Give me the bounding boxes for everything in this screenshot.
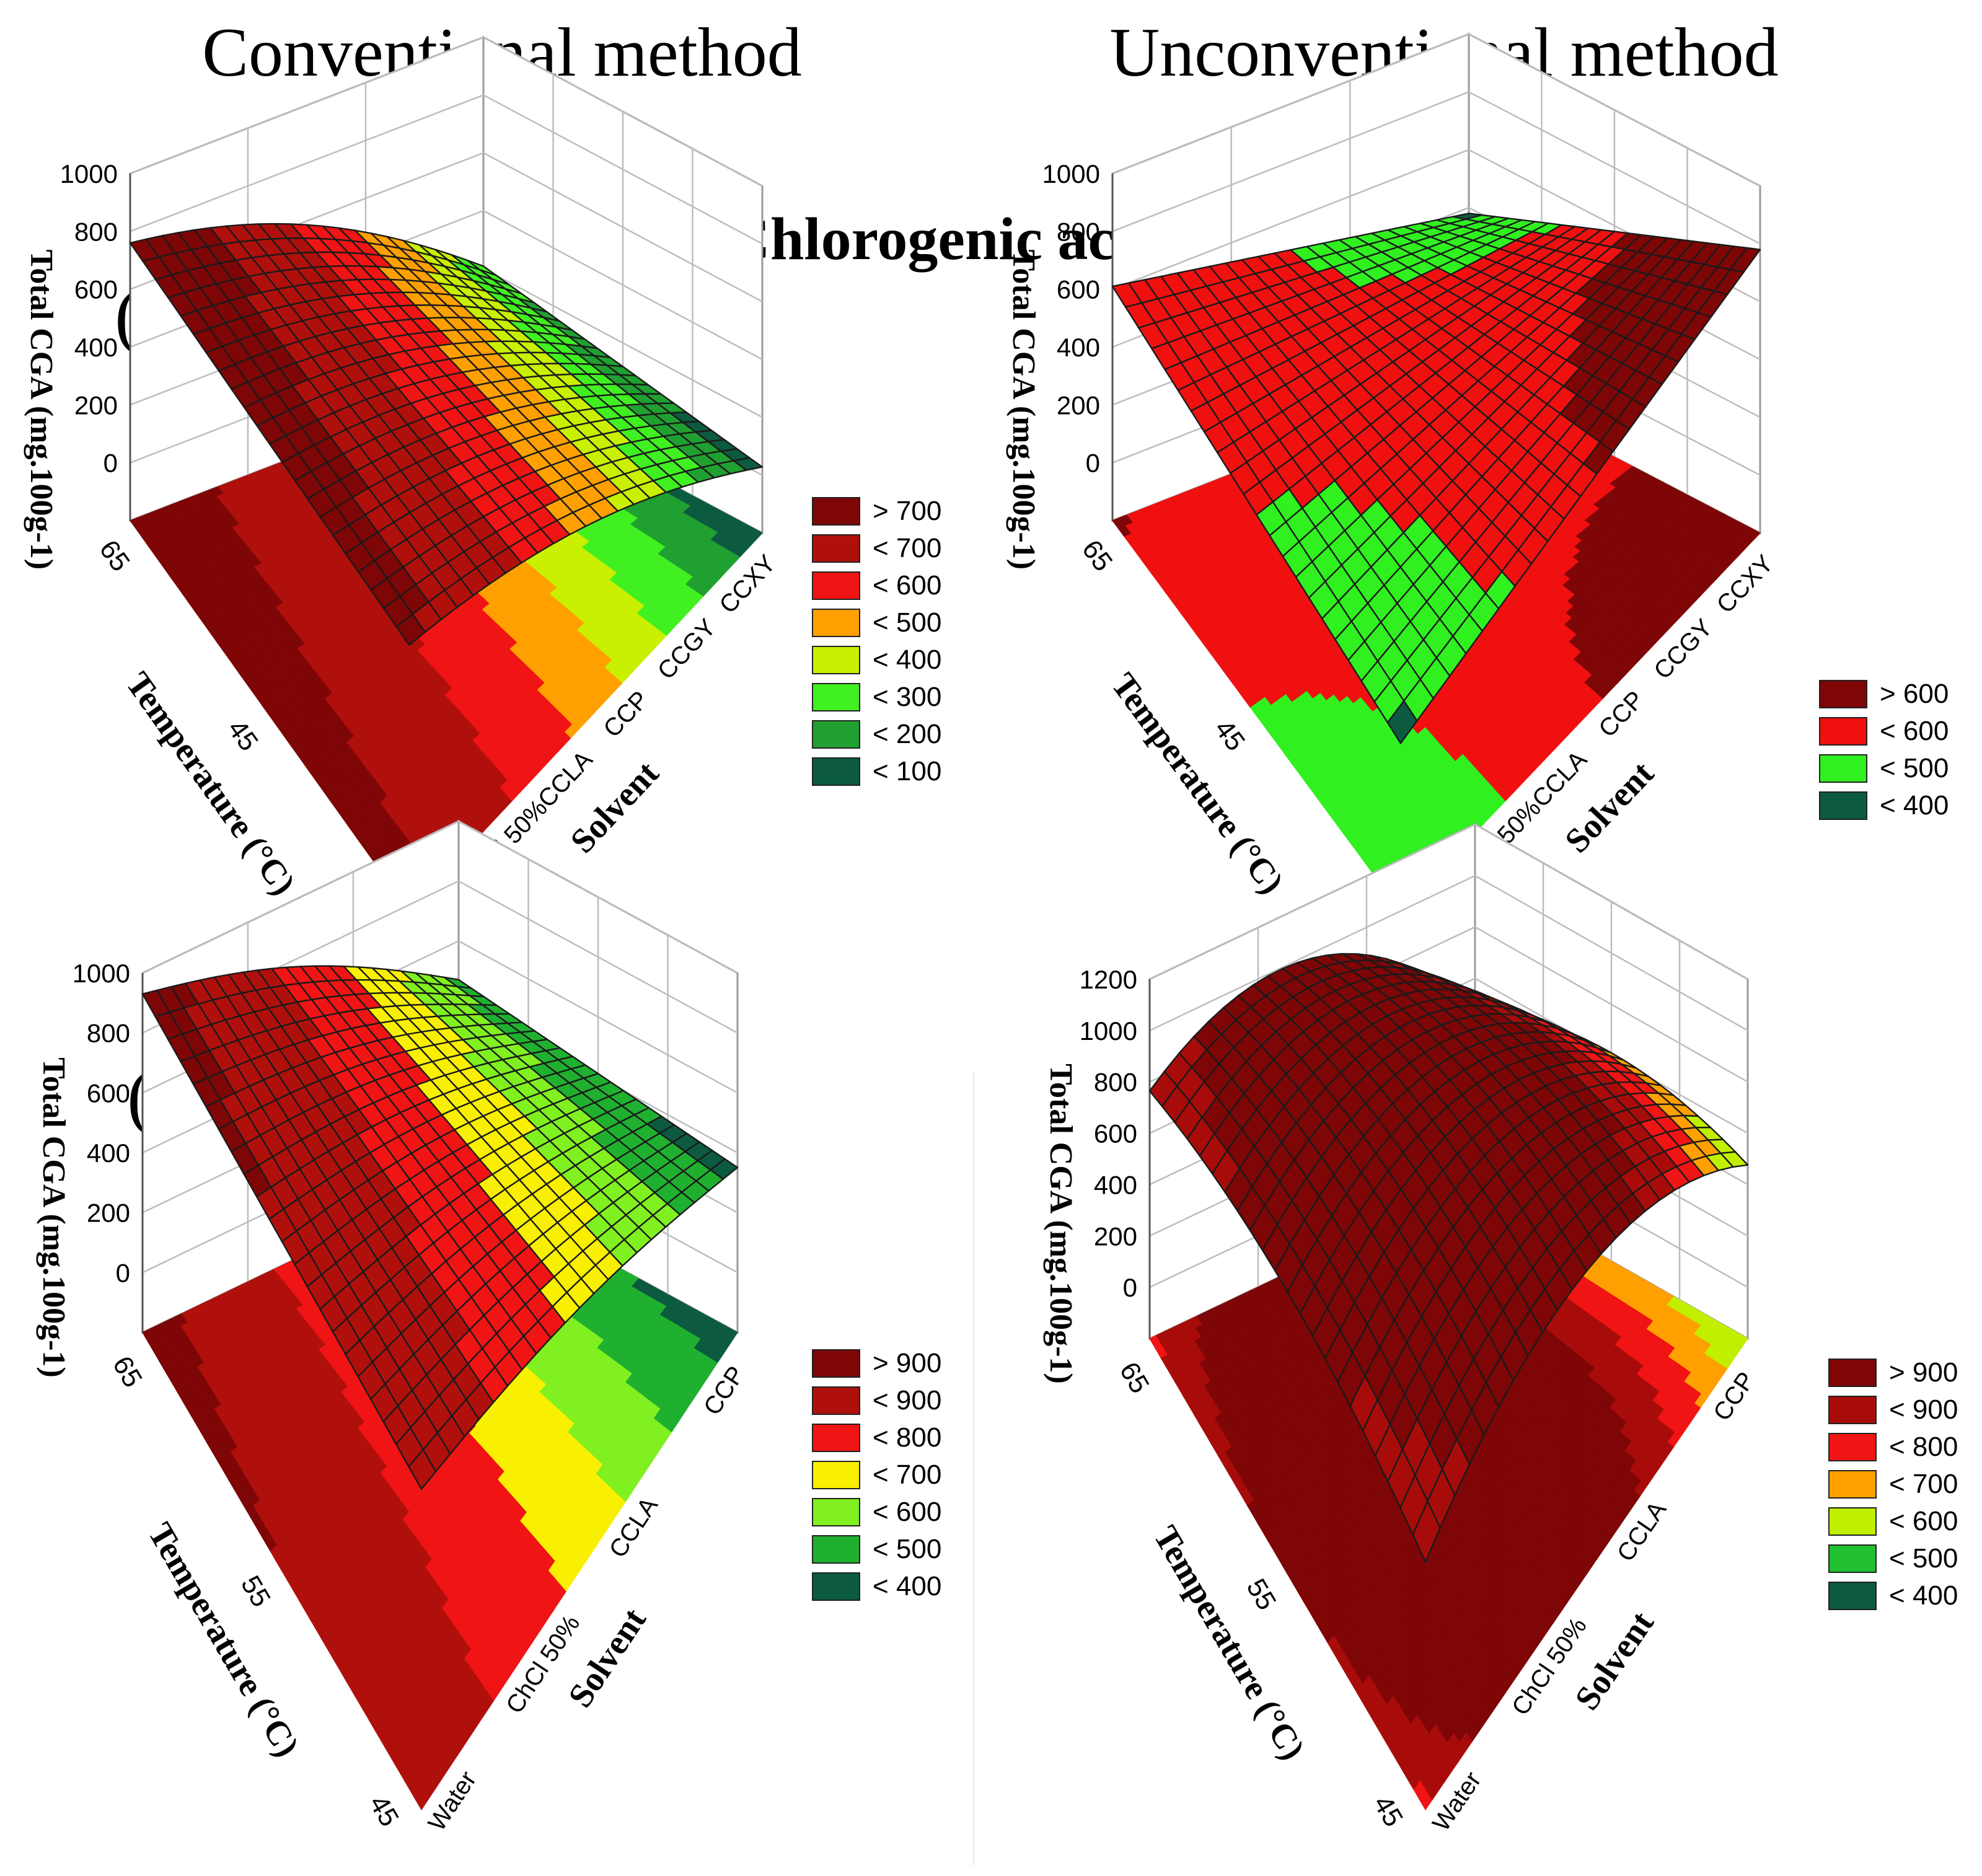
z-tick-label: 200 [74,390,118,420]
z-ticks: 1000 800 600 400 200 0 [60,159,118,478]
response-surface [129,222,764,646]
surface-chart-a-ms-ae: 1000 800 600 400 200 0 Total CGA (mg.100g-1) 65… [24,35,781,943]
temperature-tick-label: 45 [222,714,264,756]
z-tick-label: 400 [74,333,118,362]
z-tick-label: 1000 [60,159,118,188]
z-tick-label: 600 [74,275,118,304]
surface-cell [395,613,426,646]
panel-divider [973,1072,974,1865]
z-axis-title: Total CGA (mg.100g-1) [24,249,59,570]
z-tick-label: 800 [74,217,118,246]
contour-cell [748,529,763,542]
temperature-tick-label: 65 [94,535,136,577]
z-tick-label: 0 [104,449,118,478]
